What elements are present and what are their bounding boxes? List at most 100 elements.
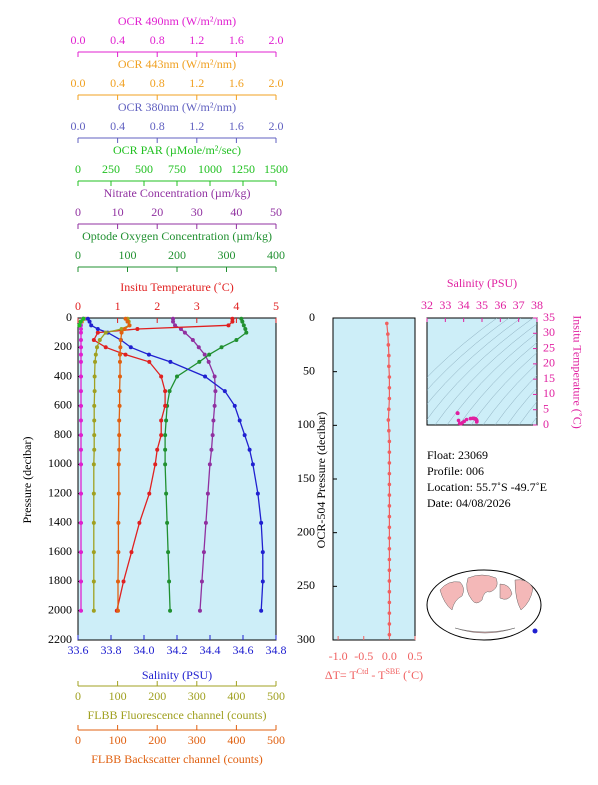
- profile-point: [78, 579, 83, 584]
- profile-point: [103, 330, 108, 335]
- x-tick-label: 0.0: [71, 33, 86, 47]
- profile-point: [78, 389, 83, 394]
- profile-point: [116, 462, 121, 467]
- y-tick-label: 30: [543, 325, 555, 339]
- density-contour: [427, 318, 510, 391]
- x-tick-label: 0: [75, 733, 81, 747]
- profile-point: [92, 374, 97, 379]
- profile-point: [91, 337, 96, 342]
- profile-point: [78, 433, 83, 438]
- x-tick-label: 100: [119, 248, 137, 262]
- profile-point: [165, 520, 170, 525]
- profile-point: [243, 326, 248, 331]
- x-tick-label: 33: [439, 298, 451, 312]
- profile-point: [164, 491, 169, 496]
- delta-point: [387, 428, 391, 433]
- x-tick-label: 34: [458, 298, 470, 312]
- profile-point: [155, 447, 160, 452]
- profile-point: [240, 319, 245, 324]
- x-tick-label: 1.2: [189, 76, 204, 90]
- x-tick-label: 300: [218, 248, 236, 262]
- profile-point: [182, 330, 187, 335]
- y-tick-label: 15: [543, 371, 555, 385]
- x-axis-title: Salinity (PSU): [447, 276, 517, 290]
- x-tick-label: 10: [112, 205, 124, 219]
- profile-point: [117, 352, 122, 357]
- density-contour: [506, 387, 537, 425]
- axis-title: OCR 443nm (W/m²/nm): [118, 57, 236, 71]
- profile-point: [92, 447, 97, 452]
- profile-point: [121, 579, 126, 584]
- axis-title: FLBB Fluorescence channel (counts): [88, 708, 267, 722]
- delta-point: [386, 418, 391, 422]
- profile-point: [78, 326, 83, 331]
- profile-point: [166, 550, 171, 555]
- profile-point: [163, 447, 168, 452]
- x-tick-label: -1.0: [329, 649, 348, 663]
- profile-point: [168, 359, 173, 364]
- x-tick-label: 37: [513, 298, 525, 312]
- x-tick-label: 2.0: [269, 33, 284, 47]
- profile-point: [91, 579, 96, 584]
- profile-point: [171, 319, 176, 324]
- x-tick-label: 3: [194, 299, 200, 313]
- x-tick-label: 2.0: [269, 76, 284, 90]
- profile-point: [222, 389, 227, 394]
- y-tick-label: 600: [54, 398, 72, 412]
- y-tick-label: 1200: [48, 485, 72, 499]
- delta-point: [387, 353, 391, 358]
- profile-point: [163, 462, 168, 467]
- profile-point: [167, 579, 172, 584]
- profile-point: [197, 359, 202, 364]
- delta-point: [387, 407, 391, 412]
- y-tick-label: 200: [297, 524, 315, 538]
- axis-title: OCR PAR (µMole/m²/sec): [113, 143, 241, 157]
- profile-point: [259, 608, 264, 613]
- profile-point: [197, 608, 202, 613]
- delta-point: [387, 525, 392, 530]
- info-line: Profile: 006: [427, 464, 484, 478]
- x-tick-label: 1.6: [229, 76, 244, 90]
- x-tick-label: 400: [267, 248, 285, 262]
- profile-point: [260, 579, 265, 584]
- profile-point: [168, 608, 173, 613]
- x-tick-label: 35: [476, 298, 488, 312]
- x-tick-label: 2: [154, 299, 160, 313]
- density-contour: [470, 352, 537, 425]
- info-line: Float: 23069: [427, 448, 488, 462]
- delta-point: [387, 589, 392, 594]
- delta-point: [387, 557, 392, 562]
- x-tick-label: 500: [267, 689, 285, 703]
- x-tick-label: 1000: [198, 162, 222, 176]
- y-tick-label: 2000: [48, 602, 72, 616]
- profile-point: [202, 352, 207, 357]
- x-tick-label: 38: [531, 298, 543, 312]
- profile-point: [159, 374, 164, 379]
- y-tick-label: 5: [543, 401, 549, 415]
- delta-point: [387, 461, 392, 465]
- axis-title: Nitrate Concentration (µm/kg): [104, 186, 251, 200]
- profile-point: [255, 491, 260, 496]
- x-tick-label: 0: [75, 205, 81, 219]
- profile-point: [117, 418, 122, 423]
- profile-point: [159, 418, 164, 423]
- profile-point: [78, 374, 83, 379]
- delta-point: [387, 396, 392, 401]
- profile-point: [129, 550, 134, 555]
- profile-point: [167, 389, 172, 394]
- y-tick-label: 1000: [48, 456, 72, 470]
- profile-point: [210, 433, 215, 438]
- profile-point: [234, 337, 239, 342]
- x-axis-title-part: SBE: [385, 667, 400, 676]
- y-tick-label: 150: [297, 471, 315, 485]
- delta-point: [387, 568, 392, 573]
- profile-point: [85, 316, 90, 321]
- x-tick-label: 250: [102, 162, 120, 176]
- profile-point: [93, 352, 98, 357]
- profile-point: [190, 337, 195, 342]
- y-tick-label: 20: [543, 356, 555, 370]
- ts-plot-area: [426, 317, 538, 426]
- density-contour: [494, 374, 537, 425]
- x-tick-label: 100: [109, 733, 127, 747]
